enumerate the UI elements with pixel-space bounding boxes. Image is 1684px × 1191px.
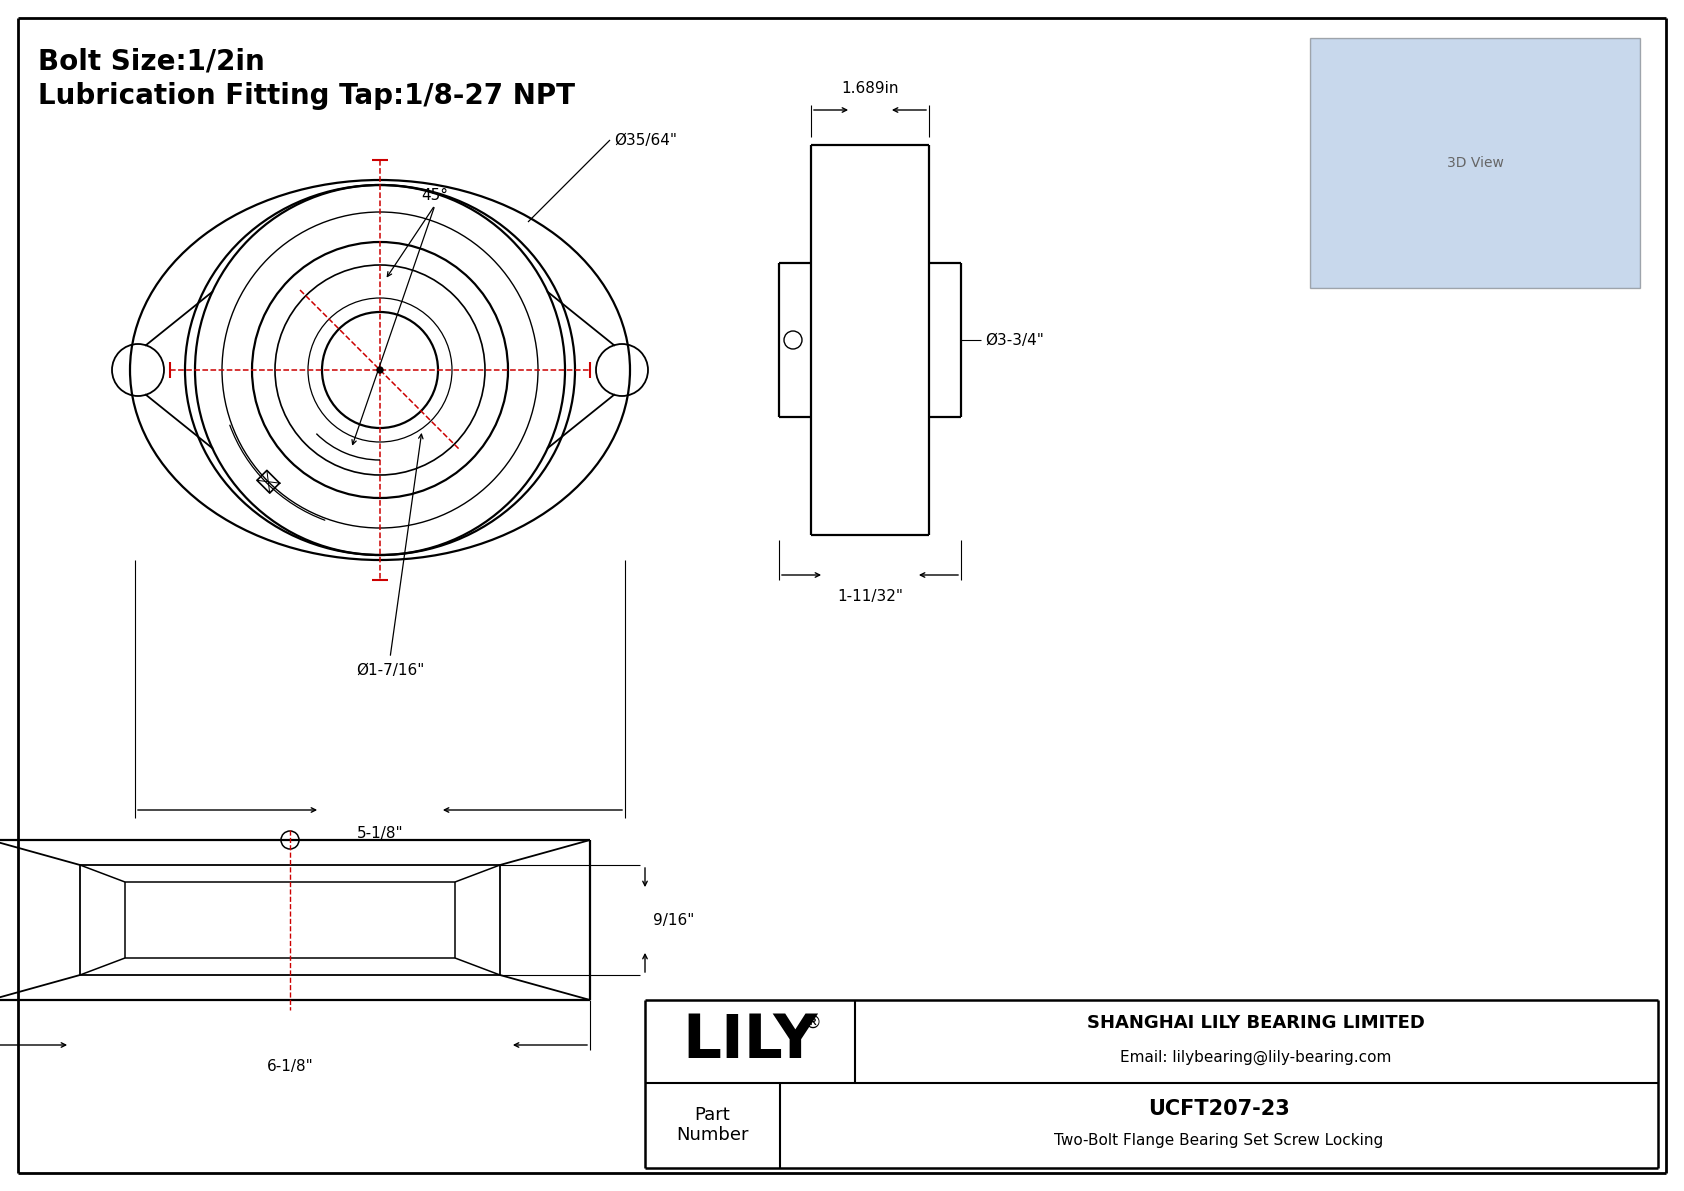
- Text: Ø3-3/4": Ø3-3/4": [985, 332, 1044, 348]
- Text: Email: lilybearing@lily-bearing.com: Email: lilybearing@lily-bearing.com: [1120, 1049, 1391, 1065]
- Text: Bolt Size:1/2in: Bolt Size:1/2in: [39, 48, 264, 76]
- Text: ®: ®: [803, 1014, 822, 1031]
- Text: Ø35/64": Ø35/64": [615, 132, 677, 148]
- Text: 1.689in: 1.689in: [842, 81, 899, 96]
- Circle shape: [377, 367, 382, 373]
- Text: UCFT207-23: UCFT207-23: [1148, 1099, 1290, 1120]
- Text: 3D View: 3D View: [1447, 156, 1504, 170]
- Bar: [1310, 38, 1640, 288]
- Text: SHANGHAI LILY BEARING LIMITED: SHANGHAI LILY BEARING LIMITED: [1088, 1014, 1425, 1031]
- Text: Lubrication Fitting Tap:1/8-27 NPT: Lubrication Fitting Tap:1/8-27 NPT: [39, 82, 574, 110]
- Text: 6-1/8": 6-1/8": [266, 1059, 313, 1074]
- Text: Part
Number: Part Number: [675, 1105, 748, 1145]
- Text: 1-11/32": 1-11/32": [837, 590, 903, 604]
- Text: 5-1/8": 5-1/8": [357, 827, 402, 841]
- Text: 45°: 45°: [421, 187, 448, 202]
- Text: 9/16": 9/16": [653, 912, 694, 928]
- Text: Ø1-7/16": Ø1-7/16": [355, 662, 424, 678]
- Text: Two-Bolt Flange Bearing Set Screw Locking: Two-Bolt Flange Bearing Set Screw Lockin…: [1054, 1134, 1384, 1148]
- Text: LILY: LILY: [682, 1011, 818, 1071]
